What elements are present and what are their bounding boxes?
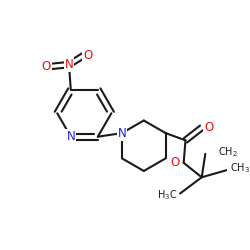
Text: CH$_3$: CH$_3$ <box>230 161 250 175</box>
Text: O: O <box>83 49 92 62</box>
Text: N: N <box>118 126 126 140</box>
Text: O: O <box>204 121 214 134</box>
Text: CH$_2$: CH$_2$ <box>218 145 238 159</box>
Text: O: O <box>42 60 51 73</box>
Text: H$_3$C: H$_3$C <box>157 188 177 202</box>
Text: O: O <box>170 156 179 169</box>
Text: N: N <box>64 58 73 71</box>
Text: N: N <box>66 130 75 143</box>
